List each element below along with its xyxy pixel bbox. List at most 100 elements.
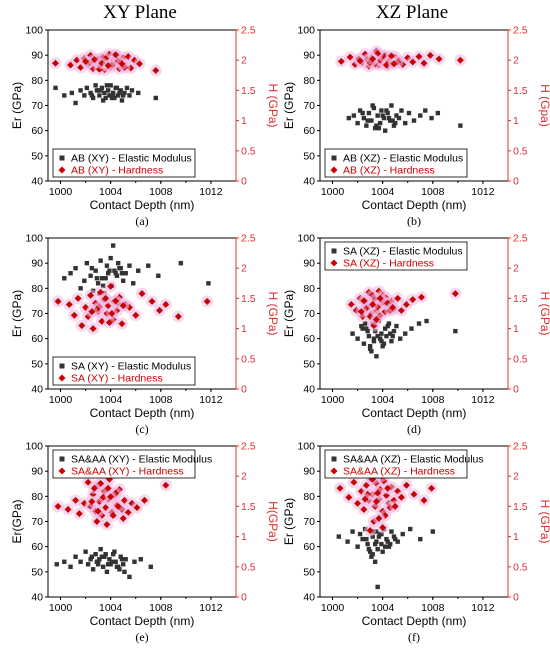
data-point-modulus [93, 83, 98, 88]
data-point-hardness [107, 282, 115, 290]
y-tick-label: 40 [31, 384, 43, 396]
y2-axis-title: H (GPa) [266, 83, 280, 127]
y2-tick-label: 2 [513, 263, 519, 275]
data-point-modulus [121, 278, 126, 283]
data-point-modulus [369, 118, 374, 123]
x-tick-label: 1000 [49, 394, 73, 406]
data-point-hardness [357, 308, 365, 316]
data-point-modulus [366, 333, 372, 339]
data-point-hardness [108, 309, 116, 318]
y-tick-label: 60 [303, 125, 315, 137]
data-point-modulus [88, 273, 93, 278]
data-point-modulus [372, 541, 378, 547]
data-point-hardness [420, 59, 428, 67]
data-point-modulus [393, 120, 398, 126]
data-point-modulus [357, 531, 363, 537]
data-point-modulus [385, 539, 390, 544]
data-point-modulus [370, 534, 375, 539]
x-tick-label: 1004 [99, 394, 123, 406]
data-point-modulus [395, 539, 400, 544]
data-point-modulus [367, 344, 373, 349]
data-point-modulus [94, 88, 100, 93]
data-point-modulus [109, 559, 115, 564]
panel-label: (a) [135, 214, 148, 228]
y2-tick-label: 0.5 [513, 353, 528, 365]
data-point-hardness [435, 55, 443, 63]
data-point-modulus [122, 90, 127, 96]
x-tick-label: 1012 [199, 186, 223, 198]
legend-marker-modulus [59, 456, 65, 462]
legend-label: AB (XZ) - Hardness [343, 165, 435, 177]
data-point-hardness [354, 499, 362, 507]
data-point-modulus [99, 554, 105, 559]
y2-tick-label: 1 [241, 323, 247, 335]
data-point-modulus [113, 271, 118, 276]
data-point-modulus [360, 110, 365, 116]
data-point-modulus [364, 536, 369, 542]
data-point-modulus [364, 123, 369, 128]
data-point-hardness [451, 290, 459, 298]
y-tick-label: 90 [31, 50, 43, 62]
data-point-modulus [379, 541, 384, 547]
data-point-hardness [418, 293, 426, 301]
data-point-hardness [203, 297, 211, 305]
legend-label: SA (XY) - Hardness [71, 373, 163, 385]
y2-tick-label: 2.5 [513, 441, 528, 453]
data-point-modulus [430, 529, 435, 534]
y2-tick-label: 1.5 [241, 85, 256, 97]
data-point-modulus [355, 336, 360, 341]
data-point-hardness [84, 478, 92, 486]
data-point-hardness [65, 300, 73, 308]
y-tick-label: 80 [303, 283, 315, 295]
y-tick-label: 50 [31, 566, 43, 578]
data-point-modulus [381, 115, 387, 121]
data-point-modulus [113, 559, 118, 564]
y-tick-label: 90 [31, 466, 43, 478]
y2-tick-label: 1 [513, 323, 519, 335]
data-point-modulus [374, 354, 379, 359]
data-point-modulus [371, 105, 377, 111]
y-tick-label: 90 [303, 258, 315, 270]
y-axis-title: Er (GPa) [282, 290, 296, 337]
data-point-hardness [82, 57, 90, 65]
x-tick-label: 1012 [199, 602, 223, 614]
data-point-modulus [398, 336, 403, 341]
data-point-modulus [385, 323, 390, 329]
data-point-modulus [346, 115, 352, 121]
x-tick-label: 1008 [149, 186, 173, 198]
data-point-modulus [104, 569, 110, 575]
data-point-modulus [206, 281, 211, 286]
x-tick-label: 1008 [421, 602, 445, 614]
y2-tick-label: 1 [513, 531, 519, 543]
data-point-modulus [85, 562, 91, 567]
data-point-hardness [360, 297, 368, 305]
data-point-hardness [389, 303, 397, 311]
data-point-modulus [123, 557, 128, 562]
col-title-xz: XZ Plane [375, 2, 449, 23]
data-point-hardness [152, 66, 160, 74]
panel-label: (e) [135, 630, 148, 644]
data-point-hardness [375, 514, 383, 522]
x-tick-label: 1000 [321, 394, 345, 406]
data-point-hardness [88, 498, 96, 506]
data-point-modulus [112, 95, 117, 101]
data-point-modulus [355, 120, 360, 126]
legend-box [324, 449, 468, 479]
data-point-modulus [119, 557, 125, 562]
data-point-modulus [100, 283, 106, 289]
data-point-hardness [428, 484, 436, 492]
x-tick-label: 1004 [99, 602, 123, 614]
y-axis-title: Er(GPa) [10, 499, 24, 543]
data-point-modulus [350, 331, 355, 336]
x-tick-label: 1008 [149, 602, 173, 614]
col-title-xy: XY Plane [103, 2, 177, 23]
y-tick-label: 100 [25, 233, 43, 245]
chart-panel-a: 1000 1004 1008 101240506070809010000.511.52… [10, 25, 280, 229]
data-point-modulus [384, 108, 389, 113]
data-point-modulus [376, 125, 382, 131]
data-point-modulus [379, 331, 384, 336]
data-point-modulus [122, 569, 127, 575]
data-point-modulus [99, 85, 105, 91]
data-point-modulus [69, 90, 75, 96]
